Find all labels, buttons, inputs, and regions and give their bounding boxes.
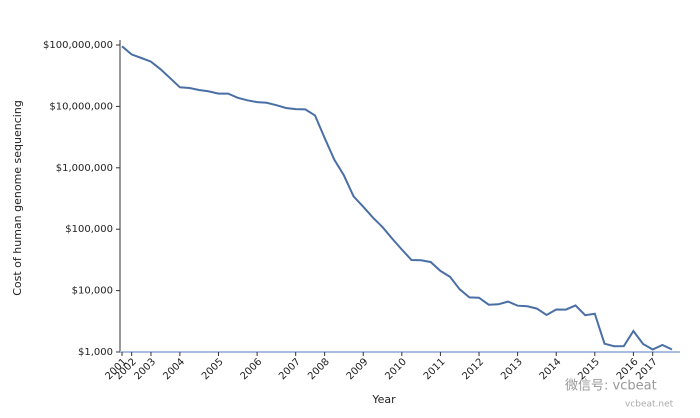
y-tick-label: $10,000	[72, 286, 113, 297]
y-tick-label: $100,000,000	[43, 40, 113, 51]
y-tick-label: $1,000,000	[56, 163, 113, 174]
x-axis-label: Year	[371, 393, 396, 406]
x-tick-label: 2008	[306, 356, 332, 382]
x-tick-label: 2004	[161, 356, 187, 382]
x-tick-label: 2010	[383, 356, 409, 382]
x-tick-label: 2006	[239, 356, 265, 382]
watermark: 微信号: vcbeat	[565, 379, 657, 394]
y-axis-label: Cost of human genome sequencing	[11, 100, 24, 296]
x-tick-label: 2012	[460, 356, 486, 382]
y-tick-label: $1,000	[78, 347, 113, 358]
x-tick-label: 2003	[132, 356, 158, 382]
y-tick-label: $10,000,000	[49, 101, 113, 112]
x-tick-label: 2005	[200, 356, 226, 382]
y-tick-label: $100,000	[65, 224, 113, 235]
watermark-sub: vcbeat.net	[625, 400, 674, 410]
line-series	[121, 45, 673, 351]
x-tick-label: 2014	[538, 356, 564, 382]
x-tick-label: 2009	[345, 356, 371, 382]
x-tick-label: 2011	[422, 356, 448, 382]
x-tick-label: 2007	[277, 356, 303, 382]
x-tick-label: 2013	[499, 356, 525, 382]
